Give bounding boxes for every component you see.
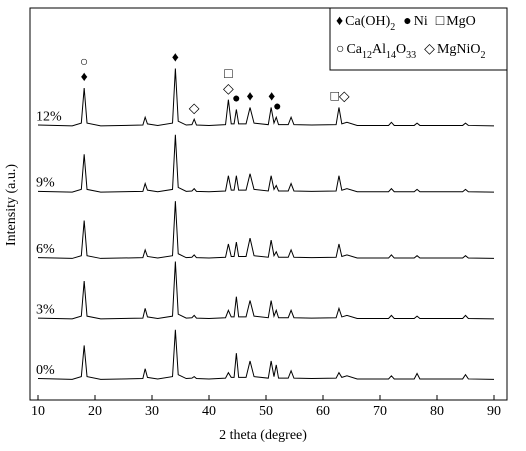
pattern-label: 9%: [36, 176, 55, 191]
x-tick-label: 80: [430, 404, 444, 419]
legend-label: Ca12Al14O33: [346, 42, 416, 61]
peak-marker: ◇: [189, 101, 200, 116]
legend-label: Ni: [414, 14, 428, 29]
pattern-label: 0%: [36, 363, 55, 378]
peak-marker: ○: [80, 55, 88, 70]
peak-marker: □◇: [330, 90, 349, 105]
peak-marker: ♦: [81, 70, 88, 85]
legend-symbol: ○: [336, 42, 344, 57]
xrd-pattern: [37, 329, 495, 380]
legend-label: Ca(OH)2: [345, 14, 395, 33]
pattern-label: 3%: [36, 302, 55, 317]
x-tick-label: 30: [145, 404, 159, 419]
legend-label: MgO: [446, 14, 476, 29]
xrd-pattern: [37, 134, 495, 193]
peak-marker: ●: [273, 99, 281, 114]
peak-marker: ●: [232, 92, 240, 107]
x-tick-label: 60: [316, 404, 330, 419]
x-axis-title: 2 theta (degree): [219, 428, 307, 443]
legend-label: MgNiO2: [437, 42, 486, 61]
legend-symbol: ♦: [336, 14, 343, 29]
legend-symbol: □: [436, 14, 445, 29]
xrd-pattern: [37, 201, 495, 259]
pattern-label: 12%: [36, 109, 62, 124]
x-tick-label: 40: [202, 404, 216, 419]
pattern-label: 6%: [36, 242, 55, 257]
x-tick-label: 10: [31, 404, 45, 419]
legend-symbol: ●: [403, 14, 411, 29]
peak-marker: ◇: [223, 82, 234, 97]
xrd-pattern: [37, 68, 495, 127]
plot-frame: [29, 7, 508, 401]
y-axis-title: Intensity (a.u.): [4, 164, 19, 246]
x-tick-label: 50: [259, 404, 273, 419]
peak-marker: ♦: [268, 90, 275, 105]
legend-box: [329, 7, 508, 71]
x-tick-label: 70: [373, 404, 387, 419]
legend-symbol: ◇: [424, 42, 435, 57]
x-tick-label: 90: [487, 404, 501, 419]
peak-marker: ♦: [246, 90, 253, 105]
peak-marker: ♦: [172, 51, 179, 66]
peak-marker: □: [224, 67, 233, 82]
x-tick-label: 20: [88, 404, 102, 419]
xrd-pattern: [37, 261, 495, 320]
